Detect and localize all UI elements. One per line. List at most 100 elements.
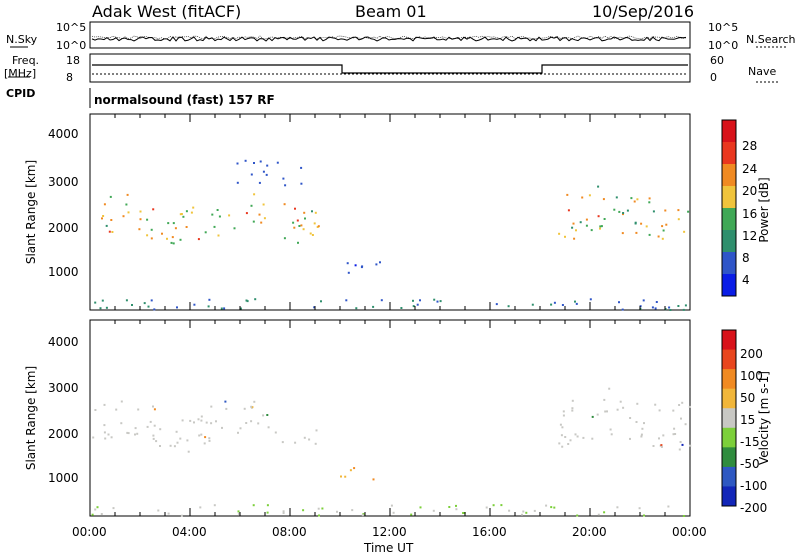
heatmap-cell	[635, 231, 638, 234]
heatmap-cell	[562, 414, 565, 417]
heatmap-cell	[687, 210, 690, 213]
heatmap-cell	[621, 232, 624, 235]
heatmap-cell	[661, 225, 664, 228]
heatmap-cell	[197, 238, 200, 241]
heatmap-cell	[103, 203, 106, 206]
velocity-cbar-tick-50: 50	[740, 391, 756, 405]
heatmap-cell	[303, 436, 306, 439]
heatmap-cell	[190, 211, 193, 214]
heatmap-cell	[636, 198, 639, 201]
heatmap-cell	[199, 506, 202, 509]
heatmap-cell	[308, 438, 311, 441]
heatmap-cell	[525, 511, 528, 514]
heatmap-cell	[193, 421, 195, 424]
heatmap-cell	[439, 300, 442, 303]
heatmap-cell	[336, 510, 338, 513]
colorbar-segment	[722, 466, 736, 487]
heatmap-cell	[284, 184, 287, 187]
heatmap-cell	[668, 306, 671, 309]
heatmap-cell	[635, 421, 638, 423]
heatmap-cell	[258, 181, 261, 184]
power-cbar-tick-28: 28	[742, 139, 758, 153]
heatmap-cell	[591, 437, 594, 440]
heatmap-cell	[500, 504, 503, 507]
heatmap-cell	[207, 305, 210, 308]
heatmap-cell	[629, 417, 632, 419]
power-cbar-tick-20: 20	[742, 184, 758, 198]
heatmap-cell	[200, 419, 203, 422]
heatmap-cell	[345, 299, 348, 302]
power-cbar-label: Power [dB]	[757, 177, 771, 242]
heatmap-cell	[648, 233, 651, 236]
heatmap-cell	[245, 212, 248, 215]
heatmap-cell	[643, 514, 645, 517]
beam-title: Beam 01	[355, 2, 427, 21]
heatmap-cell	[167, 222, 170, 225]
heatmap-cell	[677, 218, 680, 221]
heatmap-cell	[660, 444, 663, 447]
heatmap-cell	[265, 173, 268, 176]
heatmap-cell	[390, 504, 393, 507]
heatmap-cell	[187, 450, 190, 453]
heatmap-cell	[107, 433, 110, 436]
heatmap-cell	[654, 307, 657, 310]
heatmap-cell	[664, 308, 667, 311]
heatmap-cell	[205, 421, 208, 424]
heatmap-cell	[179, 213, 182, 216]
heatmap-cell	[673, 427, 676, 430]
freq-tick-top: 18	[66, 54, 80, 67]
heatmap-cell	[122, 215, 125, 218]
power-cbar-tick-24: 24	[742, 162, 758, 176]
heatmap-cell	[146, 234, 149, 237]
heatmap-cell	[652, 210, 655, 213]
heatmap-cell	[462, 512, 465, 514]
heatmap-cell	[655, 301, 658, 303]
heatmap-cell	[252, 220, 255, 223]
heatmap-cell	[643, 422, 645, 425]
heatmap-cell	[136, 432, 139, 435]
heatmap-cell	[652, 445, 655, 447]
heatmap-cell	[260, 221, 263, 224]
heatmap-cell	[153, 308, 156, 311]
heatmap-cell	[559, 423, 562, 426]
heatmap-cell	[198, 434, 201, 437]
xtick-6: 00:00	[672, 525, 707, 539]
heatmap-cell	[558, 232, 561, 235]
heatmap-cell	[294, 207, 296, 210]
heatmap-cell	[596, 413, 599, 416]
heatmap-cell	[313, 306, 316, 309]
heatmap-cell	[574, 300, 576, 303]
heatmap-cell	[311, 234, 314, 236]
power-heatmap	[94, 159, 690, 311]
heatmap-cell	[677, 305, 680, 307]
heatmap-cell	[253, 400, 256, 403]
heatmap-cell	[576, 514, 579, 517]
heatmap-cell	[603, 218, 606, 220]
heatmap-cell	[581, 196, 584, 199]
heatmap-cell	[683, 230, 686, 233]
heatmap-cell	[159, 428, 162, 431]
heatmap-cell	[571, 407, 574, 410]
heatmap-cell	[208, 298, 211, 301]
heatmap-cell	[553, 301, 556, 304]
heatmap-cell	[321, 507, 324, 510]
heatmap-cell	[208, 437, 211, 440]
heatmap-cell	[495, 303, 498, 306]
colorbar-segment	[722, 274, 736, 297]
heatmap-cell	[294, 441, 297, 444]
heatmap-cell	[564, 436, 567, 438]
colorbar-segment	[722, 186, 736, 209]
heatmap-cell	[300, 224, 303, 227]
heatmap-cell	[340, 475, 342, 478]
power-panel-frame	[89, 113, 691, 311]
heatmap-cell	[253, 162, 255, 164]
heatmap-cell	[416, 303, 419, 306]
heatmap-cell	[172, 242, 175, 245]
heatmap-cell	[94, 301, 97, 304]
heatmap-cell	[669, 309, 672, 311]
heatmap-cell	[485, 506, 488, 509]
heatmap-cell	[276, 161, 279, 164]
cpid-label: CPID	[6, 87, 36, 100]
heatmap-cell	[657, 235, 660, 238]
